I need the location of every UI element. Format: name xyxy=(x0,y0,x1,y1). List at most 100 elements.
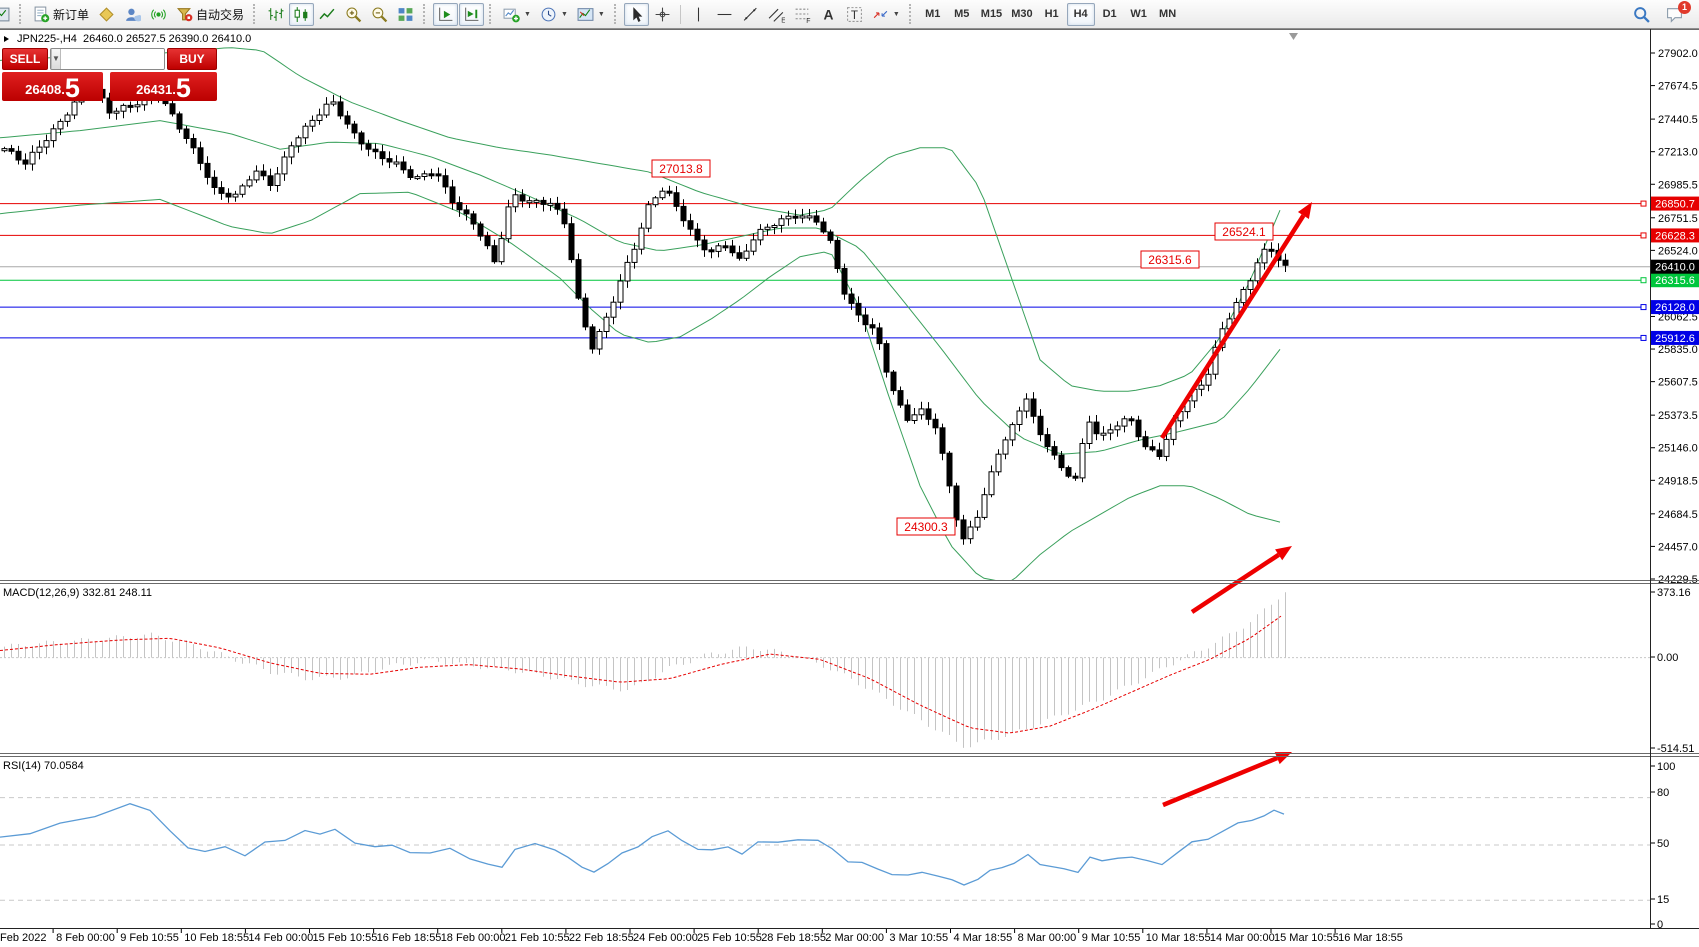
timeframe-h4[interactable]: H4 xyxy=(1066,2,1095,26)
toolbar-grip[interactable] xyxy=(489,4,494,24)
line-chart-button[interactable] xyxy=(315,3,340,26)
vertical-line-icon xyxy=(697,7,699,21)
auto-trading-label: 自动交易 xyxy=(196,7,245,22)
vertical-line-button[interactable] xyxy=(686,3,711,26)
text-label-button[interactable]: T xyxy=(842,3,867,26)
svg-text:373.16: 373.16 xyxy=(1657,587,1691,599)
svg-text:F: F xyxy=(806,17,810,22)
signals-button[interactable] xyxy=(146,3,171,26)
chart-window[interactable]: JPN225-,H4 26460.0 26527.5 26390.0 26410… xyxy=(0,29,1699,947)
candlestick-chart-button[interactable] xyxy=(289,2,315,26)
timeframe-w1[interactable]: W1 xyxy=(1125,3,1153,26)
toolbar-grip[interactable] xyxy=(423,4,428,24)
chart-canvas[interactable]: 27902.0 27674.5 27440.5 27213.0 26985.5 26751… xyxy=(0,29,1699,947)
zoom-in-button[interactable] xyxy=(341,3,366,26)
svg-text:26315.6: 26315.6 xyxy=(1148,253,1192,267)
timeframe-h1[interactable]: H1 xyxy=(1038,3,1066,26)
timeframe-m1[interactable]: M1 xyxy=(919,3,947,26)
sell-price-big-digit: 5 xyxy=(64,73,80,103)
indicators-button[interactable]: ▼ xyxy=(499,3,535,26)
channel-button[interactable]: E xyxy=(764,3,789,26)
shapes-button[interactable]: ▼ xyxy=(868,3,904,26)
notifications-button[interactable]: 1 xyxy=(1662,0,1691,26)
symbol-marker-icon xyxy=(4,36,9,42)
zoom-out-button[interactable] xyxy=(367,3,392,26)
trend-arrow[interactable] xyxy=(1160,202,1312,440)
timeframe-m15[interactable]: M15 xyxy=(977,3,1006,26)
price-level-line[interactable]: 26850.7 xyxy=(0,196,1699,211)
timeframe-m30[interactable]: M30 xyxy=(1007,3,1036,26)
toolbar-grip[interactable] xyxy=(253,4,258,24)
svg-text:-514.51: -514.51 xyxy=(1657,743,1694,755)
toolbar-grip[interactable] xyxy=(613,4,619,24)
svg-text:25146.0: 25146.0 xyxy=(1658,443,1698,455)
timeframe-d1[interactable]: D1 xyxy=(1096,3,1124,26)
price-annotation[interactable]: 24300.3 xyxy=(896,517,956,536)
arrows-tool-icon xyxy=(873,10,888,18)
svg-text:3 Mar 10:55: 3 Mar 10:55 xyxy=(889,932,948,944)
fibonacci-icon: F xyxy=(795,8,810,23)
fibonacci-button[interactable]: F xyxy=(790,3,815,26)
price-level-line[interactable]: 26315.6 xyxy=(0,273,1699,288)
trendline-button[interactable] xyxy=(738,3,763,26)
price-level-line[interactable]: 26628.3 xyxy=(0,228,1699,243)
svg-text:E: E xyxy=(781,17,785,23)
price-annotation[interactable]: 27013.8 xyxy=(651,159,711,178)
trend-arrow[interactable] xyxy=(1162,752,1292,808)
equidistant-channel-icon: E xyxy=(768,8,785,23)
macd-signal-line xyxy=(0,615,1282,734)
buy-price[interactable]: 26431. 5 xyxy=(110,72,217,102)
signals-icon xyxy=(151,8,166,20)
notification-badge: 1 xyxy=(1678,0,1691,14)
volume-input[interactable] xyxy=(60,49,164,69)
buy-button[interactable]: BUY xyxy=(167,48,217,70)
toolbar-grip[interactable] xyxy=(19,4,24,24)
bar-chart-button[interactable] xyxy=(263,3,288,26)
new-order-button[interactable]: 新订单 xyxy=(29,3,93,26)
svg-text:15 Feb 10:55: 15 Feb 10:55 xyxy=(313,932,378,944)
community-button[interactable] xyxy=(120,3,145,26)
price-level-line[interactable]: 25912.6 xyxy=(0,330,1699,345)
search-button[interactable] xyxy=(1629,3,1654,26)
timeframe-m5[interactable]: M5 xyxy=(948,3,976,26)
timeframe-mn[interactable]: MN xyxy=(1154,3,1182,26)
price-level-line[interactable]: 26128.0 xyxy=(0,300,1699,315)
cursor-button[interactable] xyxy=(623,2,649,26)
toolbar-grip[interactable] xyxy=(908,4,914,24)
svg-text:80: 80 xyxy=(1657,787,1669,799)
cursor-icon xyxy=(633,6,643,22)
volume-decrease-button[interactable]: ▼ xyxy=(51,49,61,69)
svg-text:25912.6: 25912.6 xyxy=(1655,333,1695,345)
zoom-out-icon xyxy=(372,6,388,22)
dropdown-caret-icon: ▼ xyxy=(892,10,900,18)
community-person-icon xyxy=(126,8,142,21)
horizontal-line-button[interactable] xyxy=(712,3,737,26)
svg-text:0: 0 xyxy=(1657,919,1663,931)
new-order-label: 新订单 xyxy=(53,7,90,22)
price-annotation[interactable]: 26524.1 xyxy=(1214,222,1274,241)
chart-shift-marker[interactable] xyxy=(1289,33,1298,40)
svg-text:100: 100 xyxy=(1657,761,1675,773)
chart-shift-button[interactable] xyxy=(459,2,485,26)
templates-button[interactable]: ▼ xyxy=(573,3,609,26)
buy-price-main: 26431. xyxy=(136,82,176,97)
trend-arrow[interactable] xyxy=(1190,546,1292,614)
svg-text:26410.0: 26410.0 xyxy=(1655,262,1695,274)
sell-price[interactable]: 26408. 5 xyxy=(2,72,103,103)
svg-text:9 Mar 10:55: 9 Mar 10:55 xyxy=(1082,932,1141,944)
rsi-line xyxy=(0,803,1285,886)
auto-trading-button[interactable]: 自动交易 xyxy=(172,3,248,26)
chart-window-button[interactable] xyxy=(0,3,14,26)
chart-shift-icon xyxy=(465,7,479,21)
sell-button[interactable]: SELL xyxy=(2,48,48,70)
crosshair-button[interactable] xyxy=(650,3,675,26)
svg-text:25607.5: 25607.5 xyxy=(1658,377,1698,389)
svg-text:14 Mar 00:00: 14 Mar 00:00 xyxy=(1210,932,1275,944)
auto-scroll-button[interactable] xyxy=(433,2,459,26)
price-annotation[interactable]: 26315.6 xyxy=(1140,250,1200,269)
metaeditor-button[interactable] xyxy=(94,3,119,26)
tile-windows-button[interactable] xyxy=(393,3,418,26)
text-button[interactable]: A xyxy=(816,3,841,26)
periods-button[interactable]: ▼ xyxy=(536,3,572,26)
svg-text:15: 15 xyxy=(1657,894,1669,906)
